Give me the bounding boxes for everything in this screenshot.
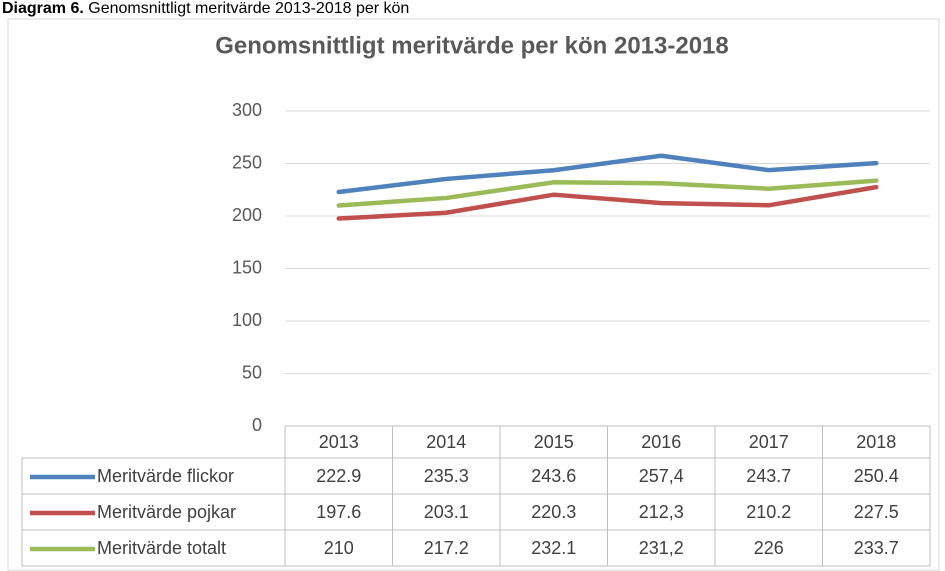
table-value: 250.4 <box>854 466 899 486</box>
table-value: 231,2 <box>639 538 684 558</box>
series-line <box>336 178 879 208</box>
y-tick-label: 0 <box>252 415 262 435</box>
table-value: 233.7 <box>854 538 899 558</box>
table-value: 197.6 <box>316 502 361 522</box>
series-line <box>336 184 879 221</box>
legend-label: Meritvärde pojkar <box>97 502 236 522</box>
y-tick-label: 100 <box>232 310 262 330</box>
table-value: 243.6 <box>531 466 576 486</box>
table-value: 227.5 <box>854 502 899 522</box>
table-value: 222.9 <box>316 466 361 486</box>
y-tick-label: 300 <box>232 100 262 120</box>
chart-title: Genomsnittligt meritvärde per kön 2013-2… <box>215 32 729 59</box>
table-value: 212,3 <box>639 502 684 522</box>
caption: Diagram 6. Genomsnittligt meritvärde 201… <box>2 0 409 17</box>
x-tick-label: 2016 <box>641 432 681 452</box>
chart-frame <box>7 18 940 571</box>
table-value: 226 <box>754 538 784 558</box>
table-value: 232.1 <box>531 538 576 558</box>
table-value: 220.3 <box>531 502 576 522</box>
y-tick-label: 200 <box>232 205 262 225</box>
y-tick-label: 50 <box>242 362 262 382</box>
caption-text: Genomsnittligt meritvärde 2013-2018 per … <box>88 0 409 17</box>
caption-label: Diagram 6. <box>2 0 84 17</box>
table-value: 217.2 <box>424 538 469 558</box>
table-value: 243.7 <box>746 466 791 486</box>
x-tick-label: 2017 <box>749 432 789 452</box>
x-tick-label: 2013 <box>319 432 359 452</box>
table-value: 210 <box>324 538 354 558</box>
legend-label: Meritvärde flickor <box>97 466 234 486</box>
table-value: 257,4 <box>639 466 684 486</box>
table-value: 210.2 <box>746 502 791 522</box>
table-value: 203.1 <box>424 502 469 522</box>
series-line <box>336 153 879 195</box>
legend-label: Meritvärde totalt <box>97 538 226 558</box>
y-tick-label: 250 <box>232 152 262 172</box>
table-value: 235.3 <box>424 466 469 486</box>
x-tick-label: 2015 <box>534 432 574 452</box>
x-tick-label: 2014 <box>426 432 466 452</box>
x-tick-label: 2018 <box>856 432 896 452</box>
y-tick-label: 150 <box>232 257 262 277</box>
